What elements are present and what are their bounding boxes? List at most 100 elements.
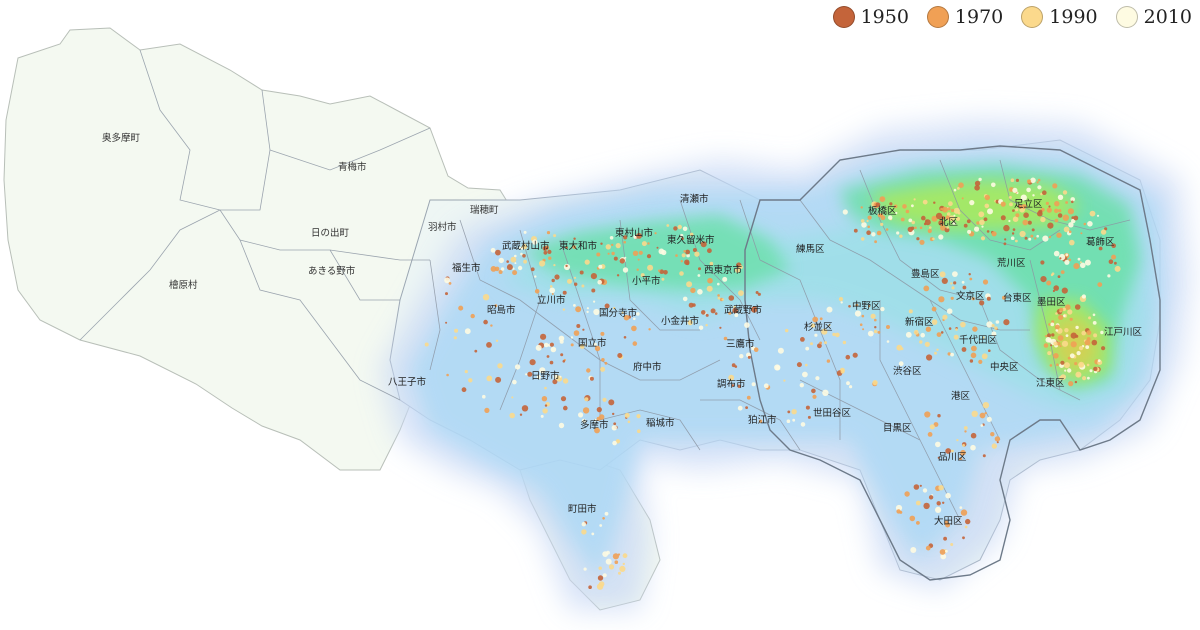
incident-point [636, 312, 640, 316]
incident-point [1100, 330, 1104, 335]
incident-point [1089, 369, 1093, 373]
incident-point [819, 341, 822, 345]
incident-point [1015, 208, 1019, 212]
incident-point [880, 215, 886, 221]
incident-point [445, 321, 448, 324]
incident-point [942, 206, 948, 213]
incident-point [700, 241, 707, 248]
area-labels: 奥多摩町 青梅市 瑞穂町 羽村市 日の出町 あきる野市 檜原村 福生市 武蔵村山… [102, 132, 1143, 527]
incident-point [1049, 364, 1053, 367]
label-akiruno: あきる野市 [308, 265, 356, 277]
incident-point [914, 226, 917, 230]
incident-point [549, 360, 554, 365]
incident-point [1042, 190, 1047, 195]
incident-point [596, 407, 602, 413]
incident-point [733, 305, 736, 309]
incident-point [698, 267, 701, 271]
incident-point [953, 214, 956, 217]
incident-point [717, 294, 720, 297]
incident-point [588, 585, 592, 589]
incident-point [910, 547, 917, 553]
incident-point [728, 311, 732, 315]
incident-point [935, 506, 942, 513]
incident-point [936, 501, 941, 506]
label-hamura: 羽村市 [428, 221, 457, 233]
label-mizuho: 瑞穂町 [470, 204, 499, 216]
incident-point [919, 226, 923, 230]
incident-point [617, 553, 621, 556]
incident-point [747, 355, 751, 359]
incident-point [1030, 234, 1034, 238]
label-inagi: 稲城市 [646, 417, 675, 429]
incident-point [1010, 236, 1015, 240]
incident-point [876, 230, 882, 236]
label-shibuya: 渋谷区 [893, 365, 922, 377]
incident-point [523, 230, 527, 234]
incident-point [464, 370, 468, 374]
incident-point [495, 376, 502, 383]
legend-label: 1970 [954, 6, 1004, 28]
incident-point [623, 235, 628, 240]
incident-point [947, 352, 951, 356]
incident-point [751, 306, 758, 313]
incident-point [510, 256, 517, 263]
incident-point [757, 292, 761, 296]
incident-point [486, 375, 493, 382]
incident-point [616, 274, 620, 277]
incident-point [967, 229, 972, 234]
incident-point [1015, 178, 1020, 182]
incident-point [910, 226, 915, 230]
incident-point [735, 267, 741, 273]
incident-point [955, 216, 961, 221]
incident-point [624, 256, 627, 259]
incident-point [517, 265, 523, 271]
incident-point [656, 246, 659, 249]
label-chuo: 中央区 [990, 361, 1019, 373]
incident-point [1063, 362, 1070, 369]
incident-point [1092, 321, 1097, 325]
incident-point [895, 211, 898, 215]
incident-point [1069, 239, 1075, 246]
incident-point [873, 329, 878, 334]
incident-point [514, 262, 517, 265]
incident-point [1093, 366, 1098, 372]
incident-point [965, 518, 971, 525]
incident-point [840, 301, 843, 304]
incident-point [464, 328, 471, 335]
incident-point [786, 419, 791, 424]
incident-point [509, 412, 515, 419]
incident-point [1111, 243, 1116, 248]
incident-point [604, 361, 608, 365]
incident-point [953, 334, 959, 340]
incident-point [583, 567, 587, 571]
incident-point [1064, 369, 1067, 372]
label-arakawa: 荒川区 [997, 258, 1026, 269]
incident-point [686, 253, 690, 258]
incident-point [931, 215, 938, 222]
label-meguro: 目黒区 [883, 423, 912, 434]
incident-point [900, 347, 904, 351]
incident-point [586, 368, 591, 373]
incident-point [751, 382, 756, 387]
incident-point [692, 248, 697, 252]
legend-item-1990: 1990 [1021, 6, 1098, 28]
incident-point [596, 252, 601, 257]
label-musashino: 武蔵野市 [724, 304, 763, 316]
incident-point [1081, 330, 1086, 336]
incident-point [1064, 328, 1069, 333]
incident-point [1068, 230, 1072, 234]
incident-point [971, 297, 975, 301]
incident-point [941, 277, 948, 284]
label-koto: 江東区 [1036, 377, 1065, 389]
incident-point [913, 198, 916, 201]
incident-point [468, 378, 473, 383]
incident-point [648, 328, 651, 331]
incident-point [631, 325, 637, 332]
incident-point [1053, 285, 1059, 291]
incident-point [636, 414, 641, 419]
incident-point [1030, 177, 1036, 184]
incident-point [984, 412, 987, 415]
incident-point [852, 352, 858, 358]
incident-point [470, 313, 475, 319]
incident-point [675, 254, 678, 257]
